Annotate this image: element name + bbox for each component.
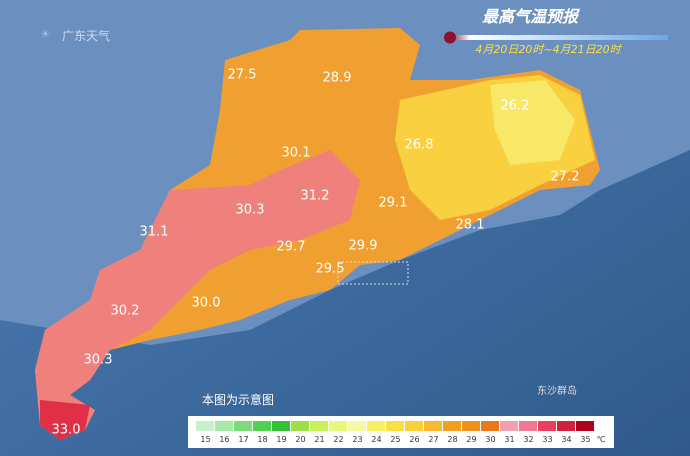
legend-label: 27: [428, 435, 438, 444]
temp-label: 29.5: [316, 262, 345, 277]
legend-label: 19: [276, 435, 286, 444]
legend-label: 17: [238, 435, 248, 444]
temp-label: 27.2: [551, 170, 580, 185]
legend-swatch: [272, 421, 290, 431]
legend-label: 30: [485, 435, 495, 444]
temp-label: 30.3: [84, 353, 113, 368]
temp-label: 30.1: [282, 146, 311, 161]
temp-label: 26.2: [501, 99, 530, 114]
legend-label: 20: [295, 435, 305, 444]
legend-swatch: [424, 421, 442, 431]
hot-zone: [35, 150, 360, 440]
temp-label: 30.0: [192, 296, 221, 311]
legend-swatch: [291, 421, 309, 431]
temp-label: 31.1: [140, 225, 169, 240]
legend-label: 34: [561, 435, 571, 444]
legend-label: 29: [466, 435, 476, 444]
legend-swatch: [405, 421, 423, 431]
temp-label: 30.3: [236, 203, 265, 218]
legend-swatch: [576, 421, 594, 431]
legend-swatch: [196, 421, 214, 431]
legend-label: 33: [542, 435, 552, 444]
legend-label: 35: [580, 435, 590, 444]
legend-swatch: [500, 421, 518, 431]
temp-label: 30.2: [111, 304, 140, 319]
legend-label: 15: [200, 435, 210, 444]
legend-label: 22: [333, 435, 343, 444]
legend-swatch: [310, 421, 328, 431]
legend-label: 26: [409, 435, 419, 444]
legend-swatch: [538, 421, 556, 431]
legend-swatch: [329, 421, 347, 431]
legend-label: 31: [504, 435, 514, 444]
legend-swatch: [481, 421, 499, 431]
temp-label: 29.9: [349, 239, 378, 254]
temp-label: 29.1: [379, 196, 408, 211]
legend-label: 28: [447, 435, 457, 444]
legend-swatch: [462, 421, 480, 431]
legend-swatch: [557, 421, 575, 431]
legend-swatch: [253, 421, 271, 431]
island-label: 东沙群岛: [537, 384, 577, 397]
legend-swatch: [348, 421, 366, 431]
temp-label: 27.5: [228, 68, 257, 83]
legend-label: 24: [371, 435, 381, 444]
legend-label: 18: [257, 435, 267, 444]
note: 本图为示意图: [202, 392, 274, 407]
legend-label: 32: [523, 435, 533, 444]
title-bar: [448, 35, 668, 40]
legend-swatch: [367, 421, 385, 431]
legend-unit: ℃: [597, 435, 606, 444]
legend-swatch: [234, 421, 252, 431]
legend-swatch: [386, 421, 404, 431]
legend-swatch: [215, 421, 233, 431]
temp-label: 26.8: [405, 138, 434, 153]
temp-label: 29.7: [277, 240, 306, 255]
temp-label: 33.0: [52, 423, 81, 438]
logo-icon: ☀: [40, 27, 51, 41]
legend-swatch: [443, 421, 461, 431]
title: 最高气温预报: [482, 7, 580, 26]
temp-label: 31.2: [301, 189, 330, 204]
logo: 广东天气: [62, 28, 110, 43]
temp-label: 28.1: [456, 218, 485, 233]
temp-label: 28.9: [323, 71, 352, 86]
subtitle: 4月20日20时~4月21日20时: [475, 43, 622, 56]
legend: 15 16 17 18 19 20 21 22 23 24 25 26 27 28 29 30 31 32 33 34…: [196, 421, 606, 444]
coolest-zone: [490, 80, 575, 165]
legend-label: 23: [352, 435, 362, 444]
hottest-zone: [40, 400, 90, 440]
legend-label: 16: [219, 435, 229, 444]
legend-swatch: [519, 421, 537, 431]
legend-label: 21: [314, 435, 324, 444]
hk-macau-box: [337, 261, 409, 285]
legend-label: 25: [390, 435, 400, 444]
title-dot: [444, 31, 456, 44]
